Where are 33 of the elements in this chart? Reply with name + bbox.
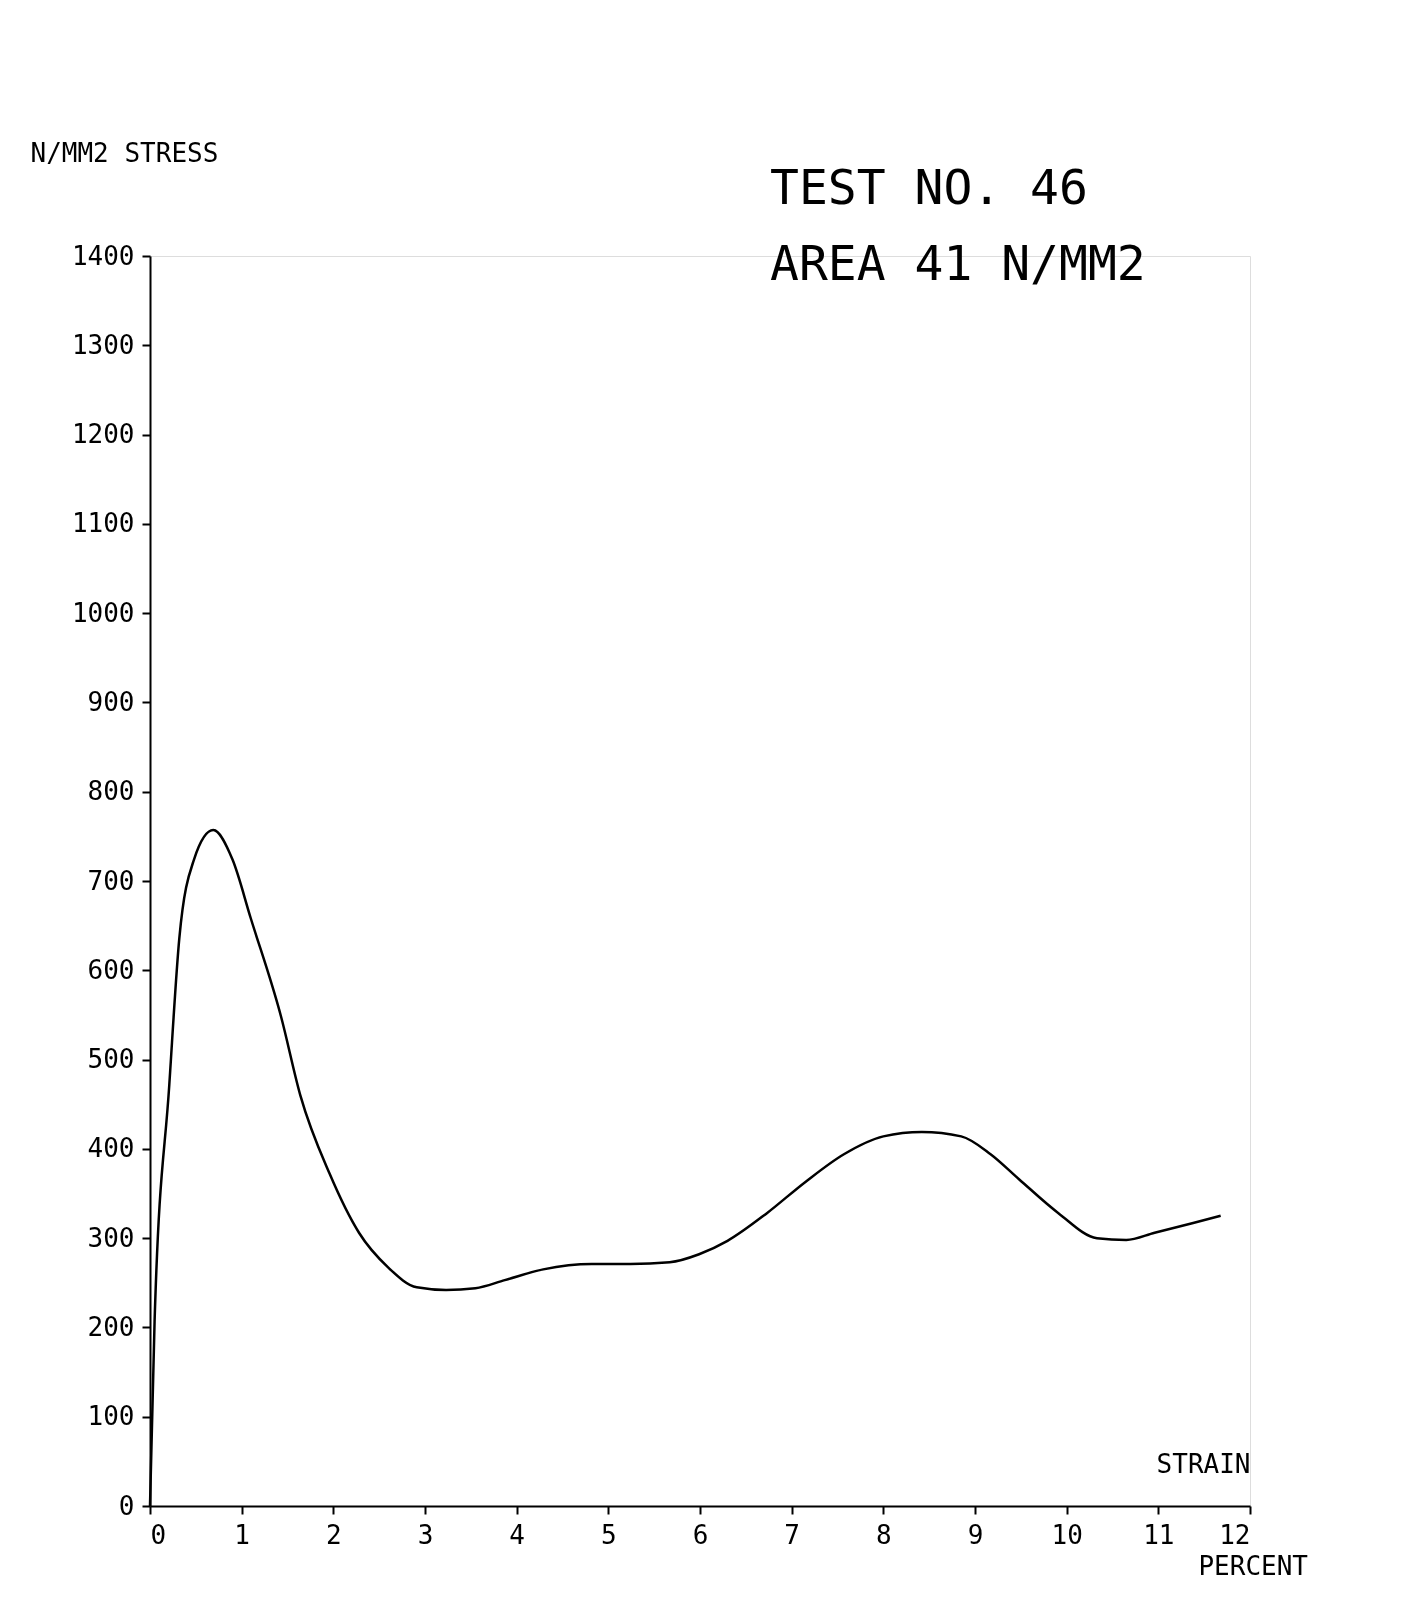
y-tick-label: 800 (87, 776, 135, 807)
x-tick-label: 1 (234, 1519, 250, 1550)
x-tick-label: 2 (326, 1519, 342, 1550)
y-tick-label: 500 (87, 1044, 135, 1075)
y-tick-label: 900 (87, 686, 135, 717)
x-tick-label: 11 (1143, 1519, 1175, 1550)
text: PERCENT (1198, 1551, 1309, 1581)
y-tick-label: 700 (87, 865, 135, 896)
y-tick-label: 300 (87, 1222, 135, 1253)
y-tick-label: 400 (87, 1133, 135, 1164)
y-tick-label: 1400 (71, 240, 135, 271)
x-axis-title: STRAIN (1156, 1448, 1251, 1479)
x-tick-label: 12 (1219, 1519, 1251, 1550)
chart-subtitle: AREA 41 N/MM2 (770, 235, 1146, 291)
x-tick-label: 8 (876, 1519, 892, 1550)
y-tick-label: 1000 (71, 597, 135, 628)
x-tick-label: 5 (601, 1519, 617, 1550)
x-tick-label: 7 (784, 1519, 800, 1550)
x-tick-label: 9 (967, 1519, 984, 1550)
y-tick-label: 1100 (71, 508, 135, 539)
x-tick-label: 0 (150, 1519, 167, 1550)
y-tick-label: 1200 (71, 419, 135, 450)
y-tick-label: 100 (87, 1401, 135, 1432)
y-tick-label: 200 (87, 1311, 135, 1342)
y-tick-label: 600 (87, 954, 135, 985)
x-tick-label: 4 (509, 1519, 525, 1550)
y-tick-label: 1300 (71, 329, 135, 360)
x-tick-label: 6 (692, 1519, 709, 1550)
y-tick-label: 0 (118, 1490, 135, 1521)
x-tick-label: 3 (417, 1519, 434, 1550)
chart-title: TEST NO. 46 (770, 159, 1088, 215)
y-axis-title: N/MM2 STRESS (30, 137, 219, 168)
x-tick-label: 10 (1051, 1519, 1083, 1550)
